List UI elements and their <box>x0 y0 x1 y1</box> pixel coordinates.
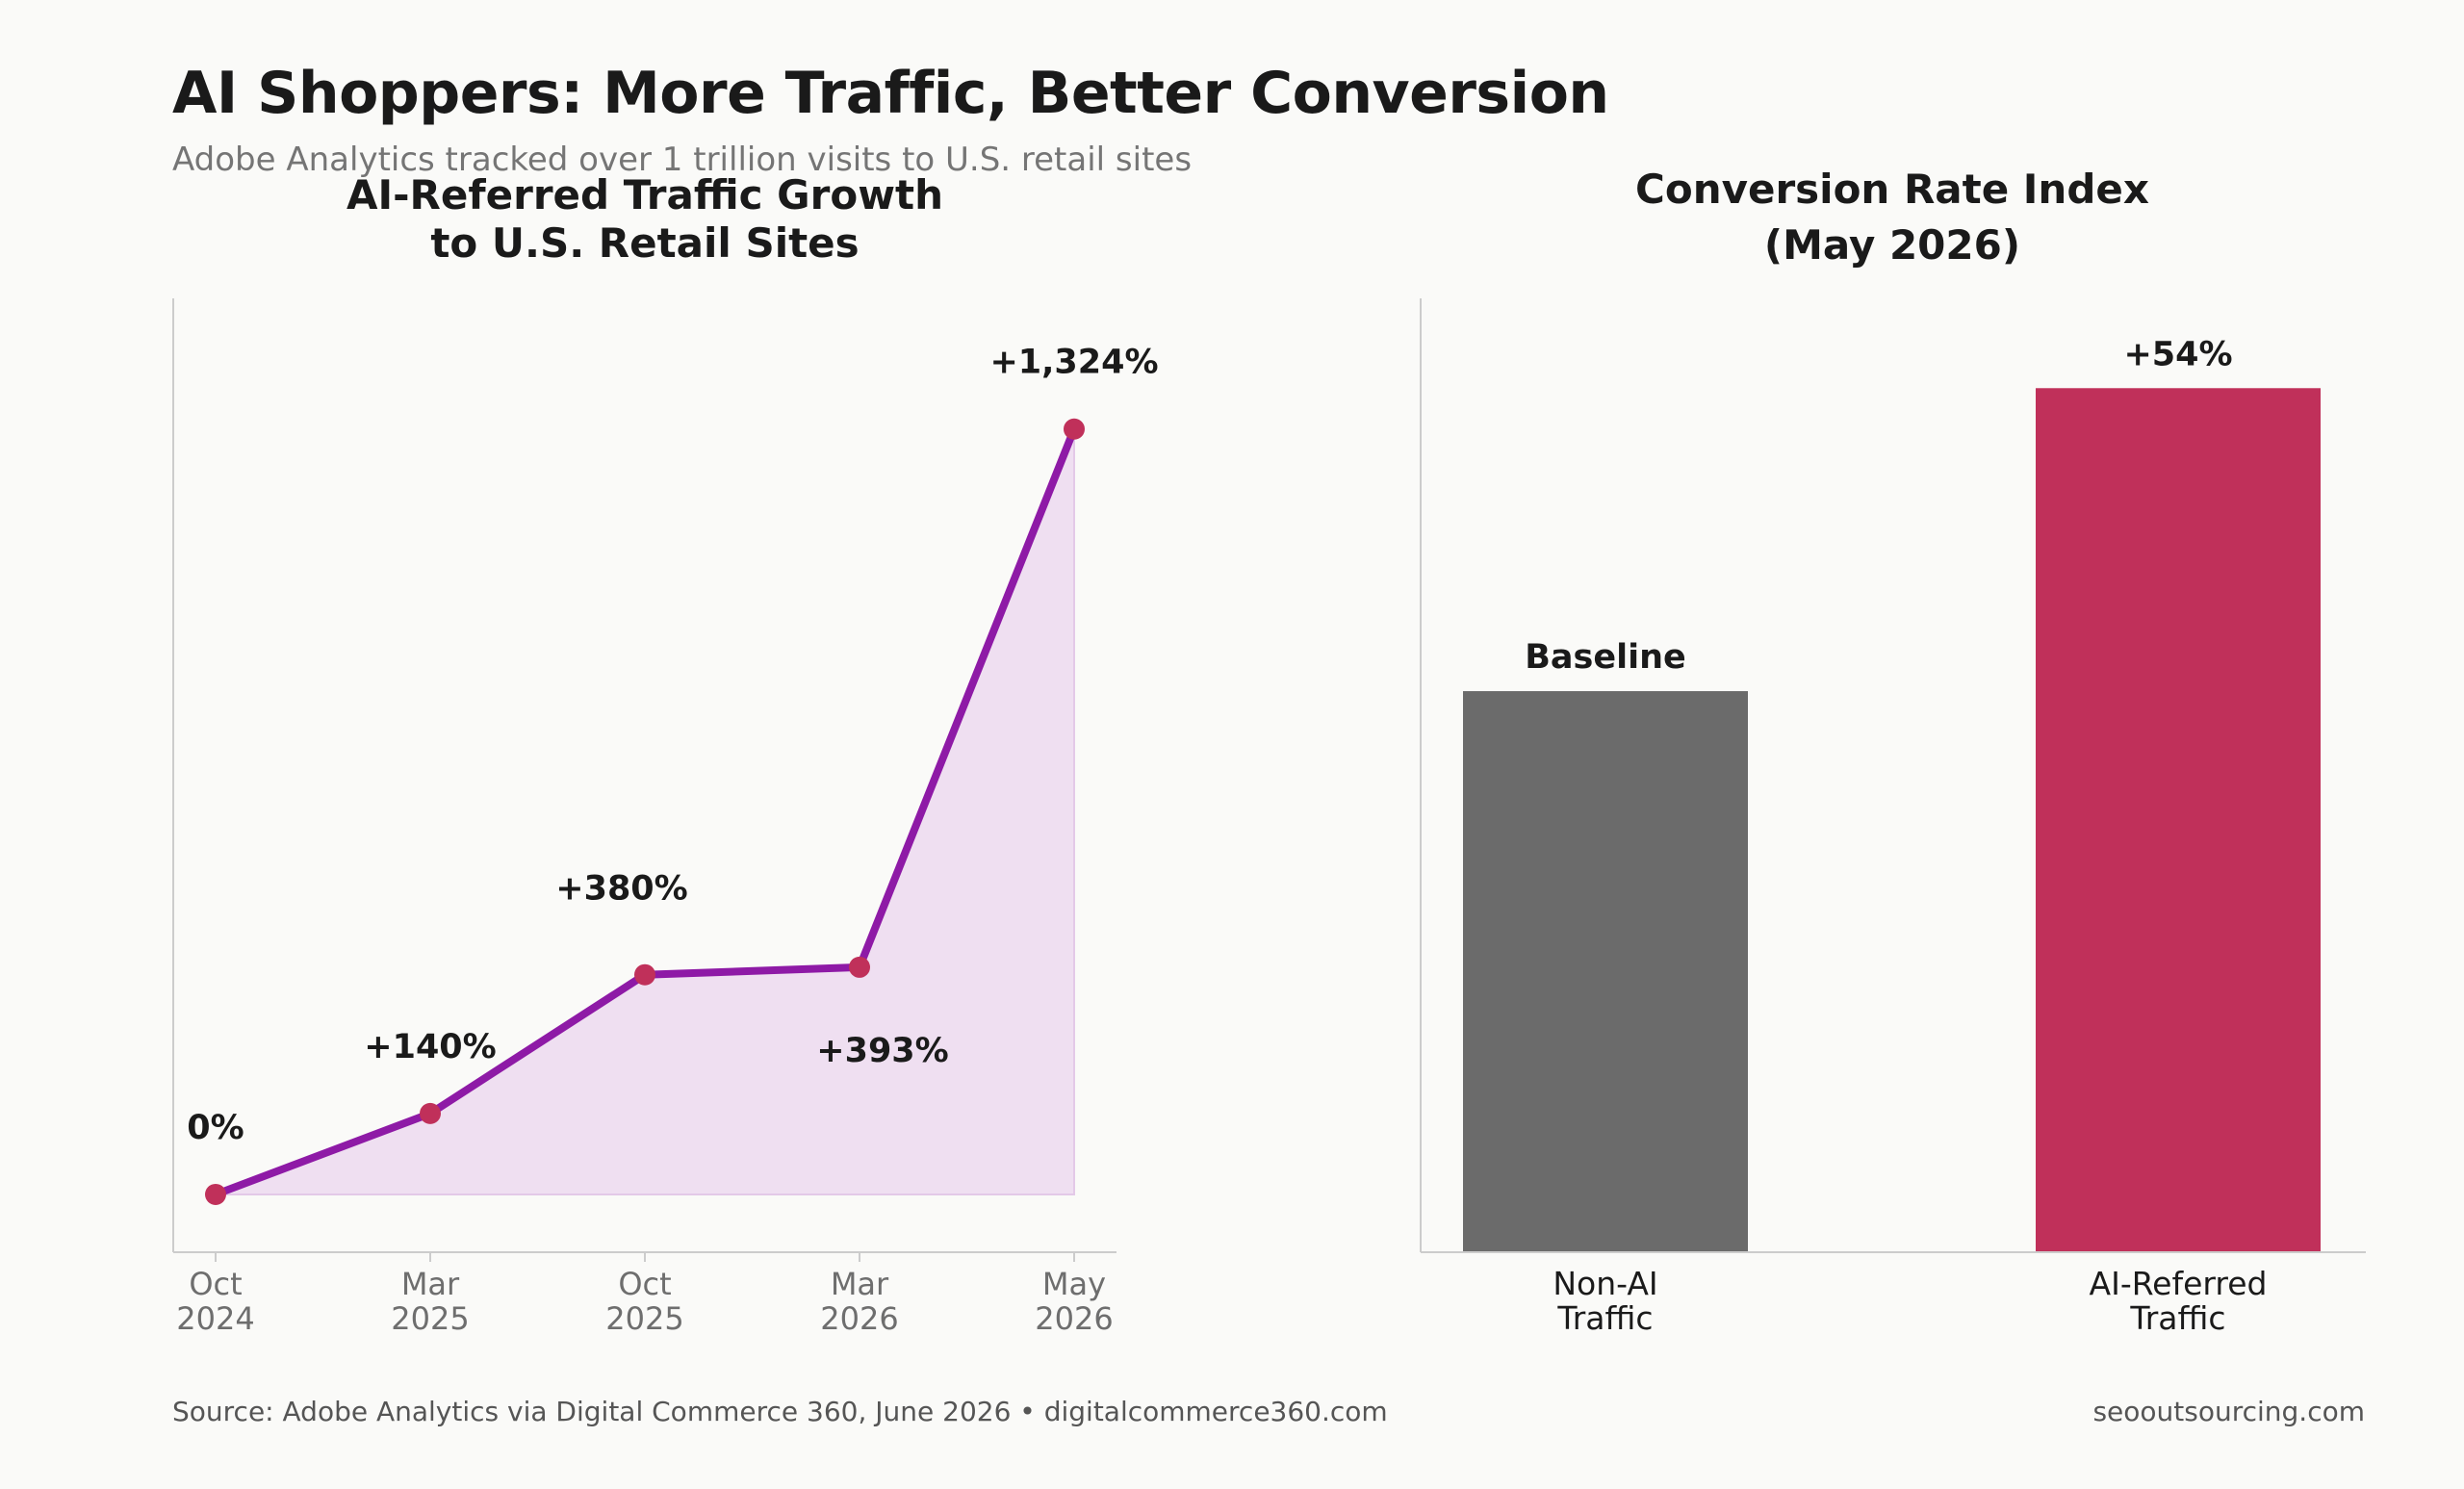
line-chart-x-tick-label: May <box>1042 1266 1106 1302</box>
bar-chart-category-label: Traffic <box>2129 1299 2225 1337</box>
line-chart: 0%Oct2024+140%Mar2025+380%Oct2025+393%Ma… <box>172 298 1159 1337</box>
line-chart-x-tick-label: 2024 <box>176 1300 254 1337</box>
line-chart-data-label: +393% <box>816 1032 948 1070</box>
line-chart-x-tick-label: 2026 <box>1035 1300 1113 1337</box>
bar-chart-title-line-1: Conversion Rate Index <box>1635 166 2149 213</box>
line-chart-title-line-2: to U.S. Retail Sites <box>430 219 860 267</box>
bar-chart-title: Conversion Rate Index (May 2026) <box>1507 162 2277 273</box>
line-chart-x-tick-label: Mar <box>401 1266 460 1302</box>
bar-chart-category-label: Traffic <box>1556 1299 1653 1337</box>
line-chart-x-tick-label: Mar <box>831 1266 889 1302</box>
line-chart-point <box>849 956 870 978</box>
credit-note: seooutsourcing.com <box>2092 1396 2365 1427</box>
bar-chart-category-label: AI-Referred <box>2090 1265 2268 1302</box>
source-note: Source: Adobe Analytics via Digital Comm… <box>172 1396 1388 1427</box>
line-chart-x-tick-label: 2025 <box>391 1300 469 1337</box>
line-chart-point <box>1064 418 1085 440</box>
bar-chart-title-line-2: (May 2026) <box>1763 221 2021 269</box>
line-chart-x-tick-label: Oct <box>189 1266 242 1302</box>
line-chart-area <box>215 428 1075 1195</box>
bar-chart-bar <box>2036 388 2321 1252</box>
line-chart-data-label: +140% <box>364 1028 496 1066</box>
line-chart-x-tick-label: Oct <box>618 1266 671 1302</box>
bar-chart: BaselineNon-AITraffic+54%AI-ReferredTraf… <box>1420 298 2366 1337</box>
page-subtitle: Adobe Analytics tracked over 1 trillion … <box>172 141 1193 179</box>
line-chart-x-tick-label: 2025 <box>605 1300 683 1337</box>
line-chart-x-tick-label: 2026 <box>820 1300 898 1337</box>
line-chart-title: AI-Referred Traffic Growth to U.S. Retai… <box>260 171 1030 268</box>
line-chart-point <box>634 963 655 986</box>
bar-chart-bar <box>1463 691 1748 1252</box>
line-chart-point <box>420 1102 441 1124</box>
line-chart-title-line-1: AI-Referred Traffic Growth <box>346 171 943 218</box>
bar-chart-data-label: Baseline <box>1525 638 1686 677</box>
line-chart-data-label: 0% <box>187 1109 244 1147</box>
bar-chart-category-label: Non-AI <box>1553 1265 1657 1302</box>
line-chart-data-label: +1,324% <box>989 344 1158 382</box>
line-chart-point <box>205 1183 226 1205</box>
bar-chart-data-label: +54% <box>2123 335 2232 373</box>
page-title: AI Shoppers: More Traffic, Better Conver… <box>172 60 1609 127</box>
line-chart-data-label: +380% <box>555 870 687 909</box>
